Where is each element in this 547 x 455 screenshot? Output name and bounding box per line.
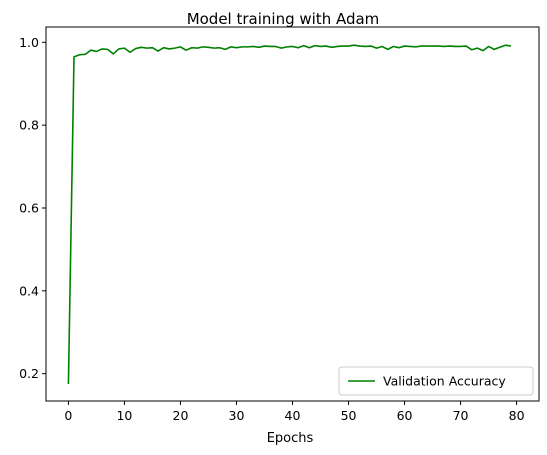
x-tick-label: 30 (229, 408, 245, 423)
x-tick-label: 40 (285, 408, 301, 423)
x-tick-label: 0 (64, 408, 72, 423)
y-tick-label: 0.2 (19, 366, 39, 381)
plot-frame (45, 26, 540, 402)
y-tick-label: 0.4 (19, 283, 39, 298)
x-tick-label: 70 (453, 408, 469, 423)
y-tick-label: 0.8 (19, 118, 39, 133)
chart-title: Model training with Adam (187, 10, 380, 28)
x-tick-label: 20 (173, 408, 189, 423)
x-axis: 0 10 20 30 40 50 60 70 80 (64, 401, 525, 423)
y-tick-label: 0.6 (19, 200, 39, 215)
legend-label: Validation Accuracy (383, 374, 506, 389)
legend-box (338, 366, 534, 396)
x-axis-label: Epochs (267, 431, 314, 446)
legend: Validation Accuracy (338, 366, 534, 396)
series-line-0 (67, 44, 512, 385)
x-tick-label: 60 (397, 408, 413, 423)
x-tick-label: 80 (509, 408, 525, 423)
y-axis: 0.2 0.4 0.6 0.8 1.0 (19, 35, 46, 381)
y-tick-label: 1.0 (19, 35, 39, 50)
plot-area (67, 44, 512, 385)
x-tick-label: 10 (116, 408, 132, 423)
x-tick-label: 50 (341, 408, 357, 423)
